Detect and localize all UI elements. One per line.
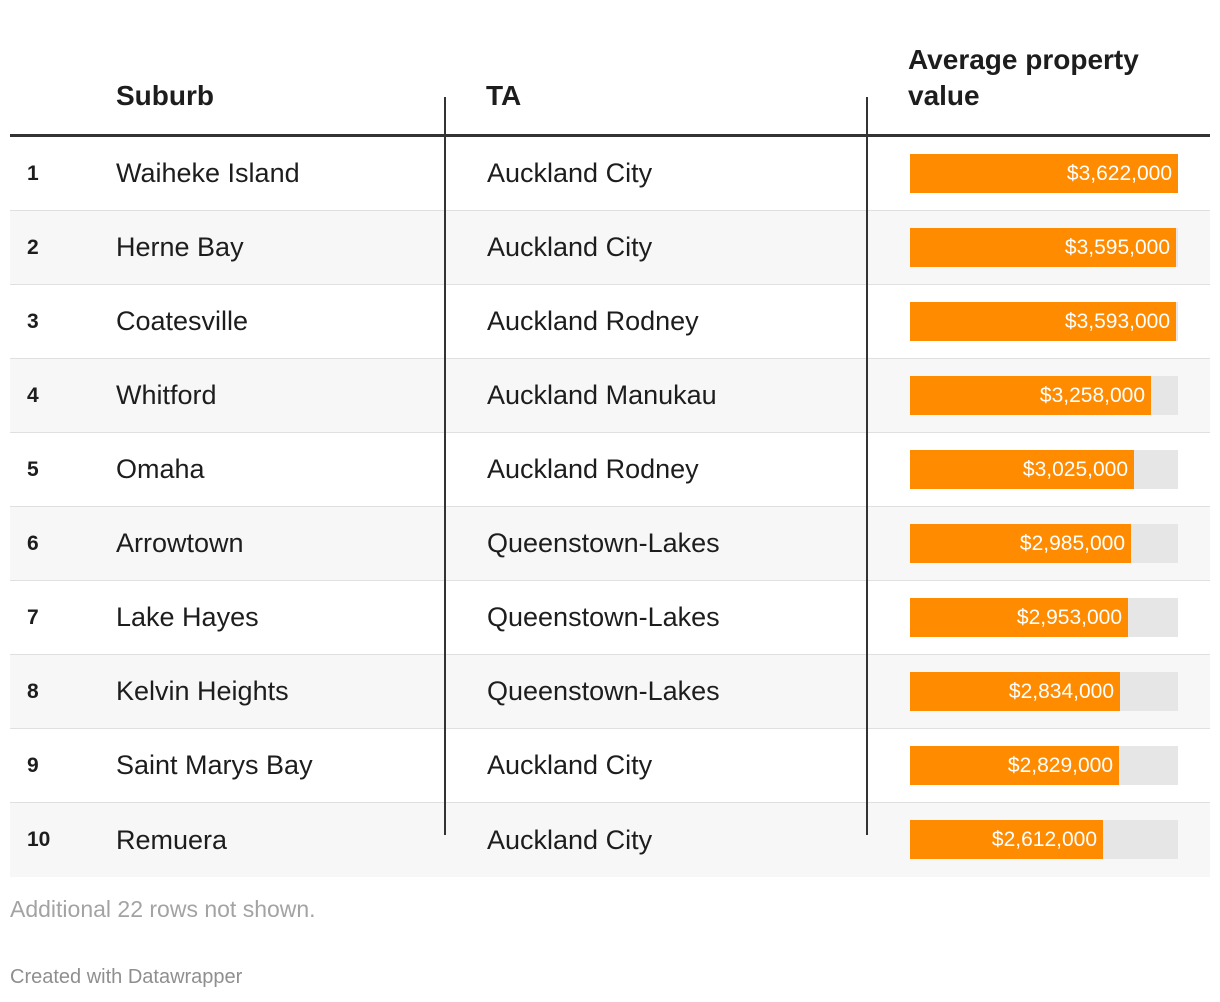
table-row: 4 Whitford Auckland Manukau $3,258,000: [10, 359, 1210, 433]
suburb-cell: Herne Bay: [116, 232, 244, 262]
table-row: 1 Waiheke Island Auckland City $3,622,000: [10, 137, 1210, 211]
rank-cell: 10: [27, 828, 51, 851]
ta-cell: Auckland Manukau: [487, 380, 717, 410]
column-header-average-property-value[interactable]: Average property value: [908, 44, 1139, 111]
ta-cell: Auckland City: [487, 158, 653, 188]
column-divider-suburb-ta: [444, 97, 446, 835]
table-row: 5 Omaha Auckland Rodney $3,025,000: [10, 433, 1210, 507]
ta-cell: Auckland City: [487, 824, 653, 855]
table-notes: Additional 22 rows not shown.: [10, 896, 316, 922]
value-bar: $3,622,000: [910, 154, 1178, 193]
suburb-cell: Omaha: [116, 454, 205, 484]
rank-cell: 8: [27, 679, 39, 703]
datawrapper-credit[interactable]: Created with Datawrapper: [10, 966, 243, 988]
ta-cell: Queenstown-Lakes: [487, 602, 720, 632]
suburb-cell: Saint Marys Bay: [116, 750, 313, 780]
table-row: 7 Lake Hayes Queenstown-Lakes $2,953,000: [10, 581, 1210, 655]
rank-cell: 9: [27, 753, 39, 777]
ta-cell: Queenstown-Lakes: [487, 676, 720, 706]
table-row: 6 Arrowtown Queenstown-Lakes $2,985,000: [10, 507, 1210, 581]
value-bar-track: $3,258,000: [910, 376, 1178, 415]
suburb-cell: Coatesville: [116, 306, 249, 336]
value-bar-track: $3,025,000: [910, 450, 1178, 489]
value-bar-track: $3,595,000: [910, 228, 1178, 267]
value-bar: $3,593,000: [910, 302, 1176, 341]
suburb-cell: Kelvin Heights: [116, 676, 289, 706]
value-bar-track: $2,985,000: [910, 524, 1178, 563]
ta-cell: Queenstown-Lakes: [487, 528, 720, 558]
ta-cell: Auckland City: [487, 750, 653, 780]
value-bar: $3,258,000: [910, 376, 1151, 415]
suburb-cell: Waiheke Island: [116, 158, 300, 188]
table-header: Suburb TA Average property value: [10, 40, 1210, 137]
value-bar: $3,595,000: [910, 228, 1176, 267]
value-bar: $2,834,000: [910, 672, 1120, 711]
ta-cell: Auckland Rodney: [487, 306, 699, 336]
suburb-cell: Whitford: [116, 380, 217, 410]
table-body: 1 Waiheke Island Auckland City $3,622,000 2 H…: [10, 137, 1210, 877]
column-header-ta[interactable]: TA: [486, 80, 522, 111]
table-row: 9 Saint Marys Bay Auckland City $2,829,000: [10, 729, 1210, 803]
suburb-cell: Arrowtown: [116, 528, 244, 558]
table-row: 8 Kelvin Heights Queenstown-Lakes $2,834,00…: [10, 655, 1210, 729]
value-bar-track: $3,622,000: [910, 154, 1178, 193]
suburb-cell: Remuera: [116, 824, 228, 855]
rank-cell: 4: [27, 383, 39, 407]
suburb-cell: Lake Hayes: [116, 602, 259, 632]
column-divider-ta-value: [866, 97, 868, 835]
table-row: 2 Herne Bay Auckland City $3,595,000: [10, 211, 1210, 285]
table-row: 10 Remuera Auckland City $2,612,000: [10, 803, 1210, 877]
rank-cell: 1: [27, 161, 39, 185]
rank-cell: 5: [27, 457, 39, 481]
property-table: Suburb TA Average property value 1 Waihek…: [10, 40, 1210, 877]
column-header-suburb[interactable]: Suburb: [116, 80, 214, 111]
value-bar-track: $2,829,000: [910, 746, 1178, 785]
ta-cell: Auckland Rodney: [487, 454, 699, 484]
rank-cell: 6: [27, 531, 39, 555]
value-bar: $3,025,000: [910, 450, 1134, 489]
rank-cell: 2: [27, 235, 39, 259]
ta-cell: Auckland City: [487, 232, 653, 262]
value-bar: $2,953,000: [910, 598, 1128, 637]
table-row: 3 Coatesville Auckland Rodney $3,593,000: [10, 285, 1210, 359]
rank-cell: 7: [27, 605, 39, 629]
value-bar: $2,829,000: [910, 746, 1119, 785]
value-bar: $2,985,000: [910, 524, 1131, 563]
value-bar-track: $2,612,000: [910, 820, 1178, 859]
value-bar-track: $3,593,000: [910, 302, 1178, 341]
value-bar-track: $2,834,000: [910, 672, 1178, 711]
rank-cell: 3: [27, 309, 39, 333]
value-bar: $2,612,000: [910, 820, 1103, 859]
value-bar-track: $2,953,000: [910, 598, 1178, 637]
